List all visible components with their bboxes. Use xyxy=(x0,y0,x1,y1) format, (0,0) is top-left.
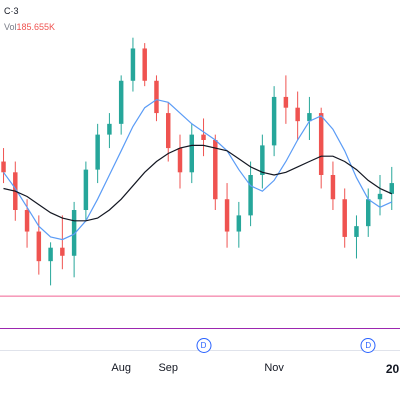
candle-body xyxy=(1,161,6,173)
candle-body xyxy=(283,96,289,108)
candle-body xyxy=(60,247,65,256)
time-axis-tick-label: Nov xyxy=(264,362,284,374)
volume-value: 185.655K xyxy=(16,22,56,32)
candle-body xyxy=(201,134,206,140)
candle-body xyxy=(142,48,147,81)
candle-body xyxy=(36,231,42,262)
candle-body xyxy=(330,175,336,200)
candle-body xyxy=(95,134,100,170)
candle-body xyxy=(342,199,347,237)
candle-body xyxy=(24,210,30,232)
moving-average-fast xyxy=(3,98,393,241)
time-axis-tick-label: 20 xyxy=(385,362,400,376)
candle-body xyxy=(48,247,53,262)
candle-body xyxy=(260,145,265,175)
candle-body xyxy=(213,140,218,200)
legend-symbol-text: C·3 xyxy=(4,6,19,16)
candle-body xyxy=(354,226,359,237)
price-plot[interactable] xyxy=(0,0,400,350)
time-axis-tick-label: Aug xyxy=(111,362,131,374)
dividend-marker[interactable]: D xyxy=(196,338,212,353)
legend-symbol: C·3 xyxy=(4,6,19,16)
candle-body xyxy=(248,175,253,216)
candle-body xyxy=(154,80,159,114)
candle-body xyxy=(236,215,242,232)
candle-body xyxy=(389,183,394,194)
candle-body xyxy=(107,123,112,135)
candle-body xyxy=(295,107,300,122)
candle-body xyxy=(271,96,277,146)
candle-body xyxy=(83,169,89,210)
candle-body xyxy=(377,193,383,200)
time-axis[interactable] xyxy=(0,350,400,401)
candle-body xyxy=(318,113,324,175)
candle-body xyxy=(118,80,124,124)
candle-body xyxy=(189,134,194,173)
legend-volume[interactable]: Vol185.655K xyxy=(4,22,55,32)
price-pane[interactable] xyxy=(0,0,400,350)
candle-body xyxy=(307,113,312,122)
time-axis-tick-label: Sep xyxy=(158,362,179,374)
volume-label: Vol xyxy=(4,22,17,32)
moving-average-slow xyxy=(3,144,393,222)
candle-body xyxy=(71,210,77,256)
candle-body xyxy=(177,148,183,173)
candle-body xyxy=(224,199,230,232)
candle-body xyxy=(130,48,136,81)
candle-body xyxy=(166,113,171,149)
dividend-marker[interactable]: D xyxy=(360,338,376,353)
candle-body xyxy=(366,199,371,227)
